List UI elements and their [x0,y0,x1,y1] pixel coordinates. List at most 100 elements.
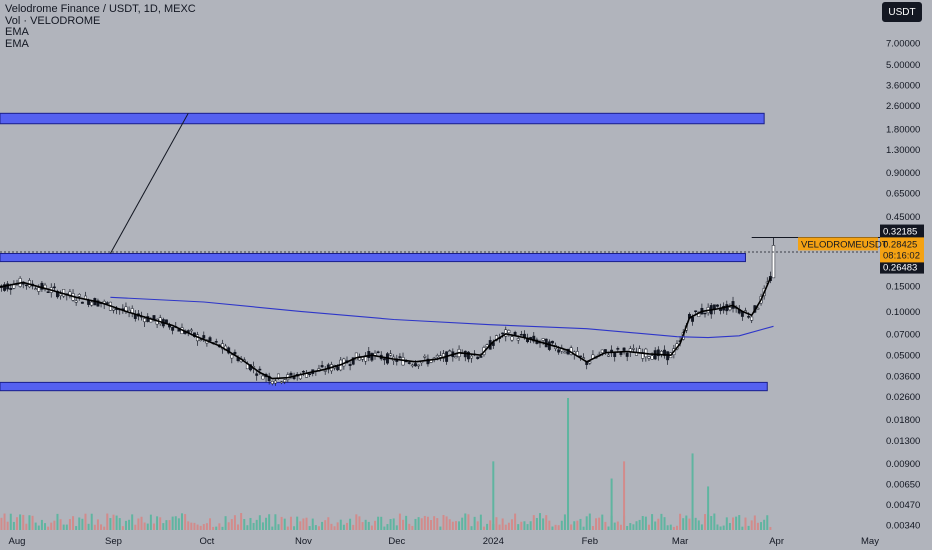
countdown-tag: 08:16:02 [883,250,920,261]
candle-body [691,316,695,322]
volume-bar [339,519,342,530]
volume-bar [420,518,423,530]
candle-body [756,307,760,310]
volume-bar [551,526,554,530]
volume-bar [336,522,339,530]
volume-bar [732,517,735,530]
volume-bar [682,518,685,530]
volume-bar [68,519,71,530]
volume-bar [246,525,249,530]
volume-bar [573,521,576,530]
ema-line-1 [0,277,772,380]
volume-layer [0,398,772,530]
y-tick-label: 1.80000 [886,124,920,135]
volume-bar [124,520,127,530]
zone-layer [0,112,768,392]
volume-bar [402,519,405,530]
volume-bar [355,514,358,530]
volume-bar [669,524,672,530]
volume-bar [672,526,675,530]
volume-bar [753,515,756,530]
volume-bar [520,521,523,530]
candle-body [354,352,358,361]
volume-bar [377,516,380,530]
candle-body [273,380,277,384]
volume-bar [560,520,563,530]
candle-body [370,352,374,361]
candle-body [454,356,458,359]
volume-bar [408,523,411,530]
volume-spike-bar [610,478,613,530]
volume-bar [168,520,171,530]
candle-body [277,373,280,379]
volume-bar [128,519,131,530]
volume-bar [539,513,542,530]
candle-body [588,361,592,364]
volume-bar [90,513,93,530]
volume-bar [374,520,377,530]
candle-body [716,304,719,307]
candle-body [164,319,168,324]
last-price-tag-bg [880,237,924,263]
volume-bar [750,520,753,530]
volume-bar [398,513,401,530]
volume-bar [601,514,604,530]
volume-bar [243,519,246,530]
volume-bar [314,525,317,530]
x-tick-label: Apr [769,536,784,547]
x-tick-label: Feb [582,536,598,547]
candle-body [448,350,452,352]
volume-bar [324,520,327,530]
currency-button[interactable]: USDT [882,2,922,22]
candle-body [389,353,393,356]
volume-bar [93,524,96,530]
volume-spike-bar [567,398,570,530]
high-price-tag-bg [880,224,924,238]
volume-bar [165,520,168,530]
volume-bar [738,515,741,530]
y-tick-label: 0.10000 [886,307,920,318]
volume-bar [482,526,485,530]
x-tick-label: Aug [9,536,26,547]
y-tick-label: 0.00650 [886,480,920,491]
drawing-layer [0,113,880,254]
volume-bar [713,513,716,530]
volume-bar [728,523,731,530]
symbol-tag-bg [798,237,878,251]
y-tick-label: 0.00340 [886,521,920,532]
candle-body [382,358,386,361]
candle-body [112,308,115,311]
candle-body [270,380,274,384]
volume-bar [221,526,224,530]
volume-bar [495,517,498,530]
candle-body [442,353,445,359]
volume-bar [604,521,607,530]
candle-body [289,372,293,376]
candle-body [376,351,380,353]
volume-bar [87,523,90,530]
volume-bar [725,517,728,530]
volume-bar [473,516,476,530]
volume-bar [395,525,398,530]
candle-body [771,245,776,279]
volume-bar [657,518,660,530]
x-tick-label: 2024 [483,536,504,547]
volume-bar [710,516,713,530]
candle-body [656,349,660,357]
volume-bar [510,519,513,530]
candle-body [37,287,41,292]
volume-bar [576,520,579,530]
volume-bar [741,526,744,530]
volume-bar [532,515,535,530]
volume-bar [171,516,174,530]
y-tick-label: 5.00000 [886,60,920,71]
candle-body [230,354,234,359]
volume-bar [330,523,333,530]
volume-bar [152,523,155,530]
volume-bar [121,526,124,530]
volume-bar [230,519,233,530]
volume-bar [651,514,654,530]
y-tick-label: 7.00000 [886,39,920,50]
volume-bar [299,521,302,530]
